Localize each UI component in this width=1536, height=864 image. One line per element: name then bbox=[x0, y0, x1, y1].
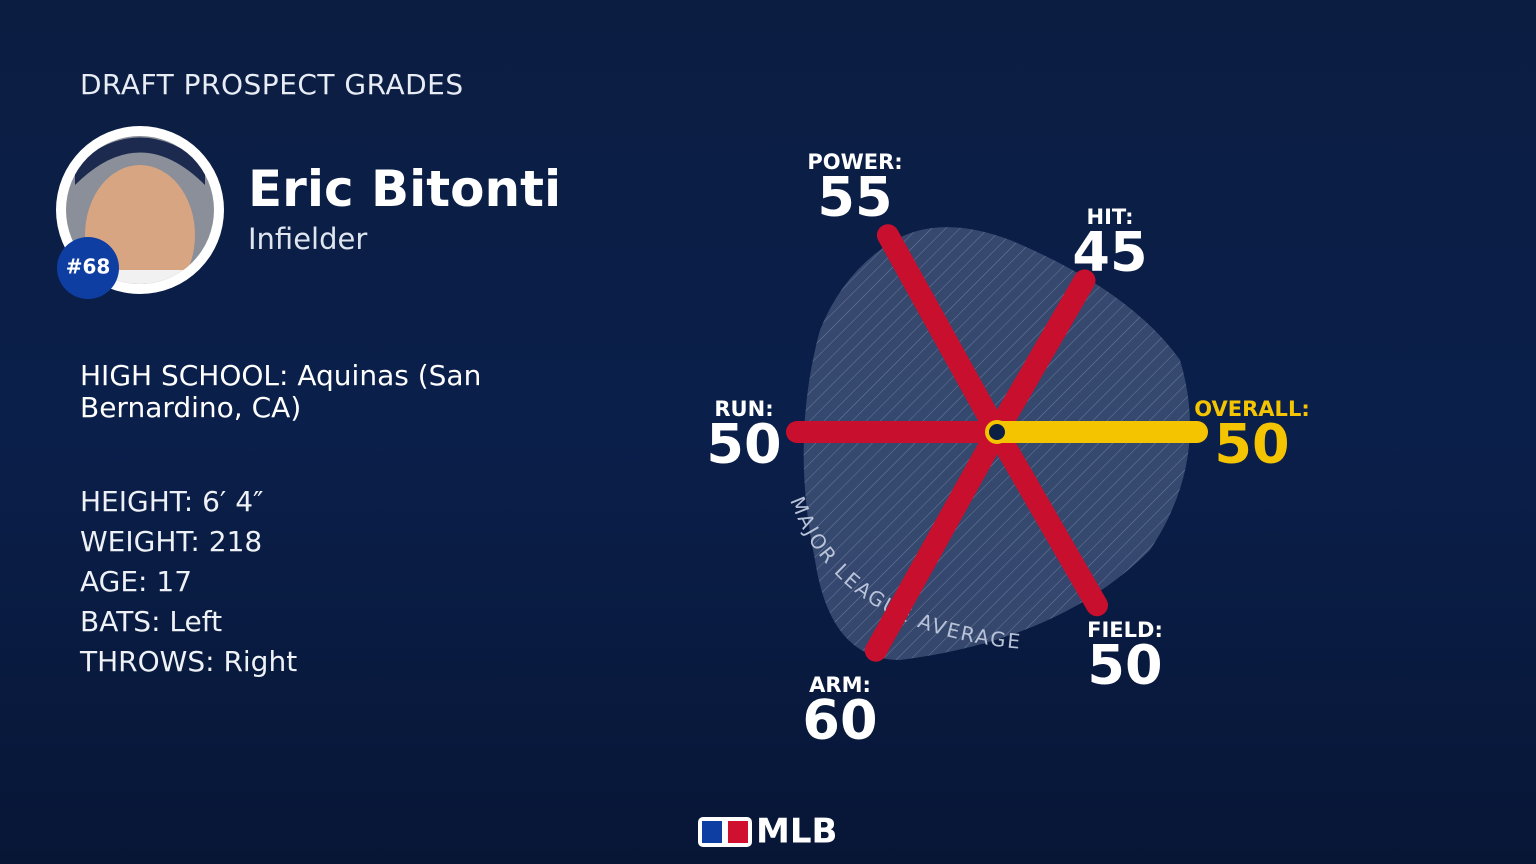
bio-lines: HEIGHT: 6′ 4″ WEIGHT: 218 AGE: 17 BATS: Lef… bbox=[80, 482, 297, 682]
logo-red bbox=[728, 821, 748, 843]
logo-text: MLB bbox=[756, 812, 837, 852]
grade-spoke bbox=[876, 224, 1008, 443]
grade-label: ARM: bbox=[809, 673, 871, 697]
center-dot bbox=[985, 420, 1009, 444]
bio-line: WEIGHT: 218 bbox=[80, 525, 263, 558]
player-position: Infielder bbox=[248, 222, 368, 256]
grade-value: 50 bbox=[1087, 634, 1162, 697]
bio-line: AGE: 17 bbox=[80, 565, 193, 598]
bio-line: BATS: Left bbox=[80, 605, 223, 638]
grade-label: OVERALL: bbox=[1194, 397, 1309, 421]
grade-value: 50 bbox=[706, 413, 781, 476]
rank: #68 bbox=[66, 255, 111, 279]
grade-label: HIT: bbox=[1087, 205, 1134, 229]
rank-badge bbox=[57, 237, 119, 299]
bio-line: HEIGHT: 6′ 4″ bbox=[80, 485, 264, 518]
grade-value: 45 bbox=[1072, 221, 1147, 284]
grade-spoke bbox=[986, 421, 1108, 617]
grade-value: 60 bbox=[802, 689, 877, 752]
grade-spoke bbox=[986, 269, 1096, 443]
bio-line: THROWS: Right bbox=[80, 645, 298, 678]
grade-value: 55 bbox=[817, 166, 892, 229]
grade-label: FIELD: bbox=[1087, 618, 1163, 642]
school: HIGH SCHOOL: Aquinas (San Bernardino, CA… bbox=[80, 359, 482, 424]
page-title: DRAFT PROSPECT GRADES bbox=[80, 68, 464, 101]
grade-label: POWER: bbox=[807, 150, 902, 174]
grade-spoke bbox=[864, 421, 1008, 662]
player-name: Eric Bitonti bbox=[248, 160, 562, 218]
grade-label: RUN: bbox=[714, 397, 773, 421]
grade-value: 50 bbox=[1214, 413, 1289, 476]
logo-blue bbox=[702, 821, 722, 843]
